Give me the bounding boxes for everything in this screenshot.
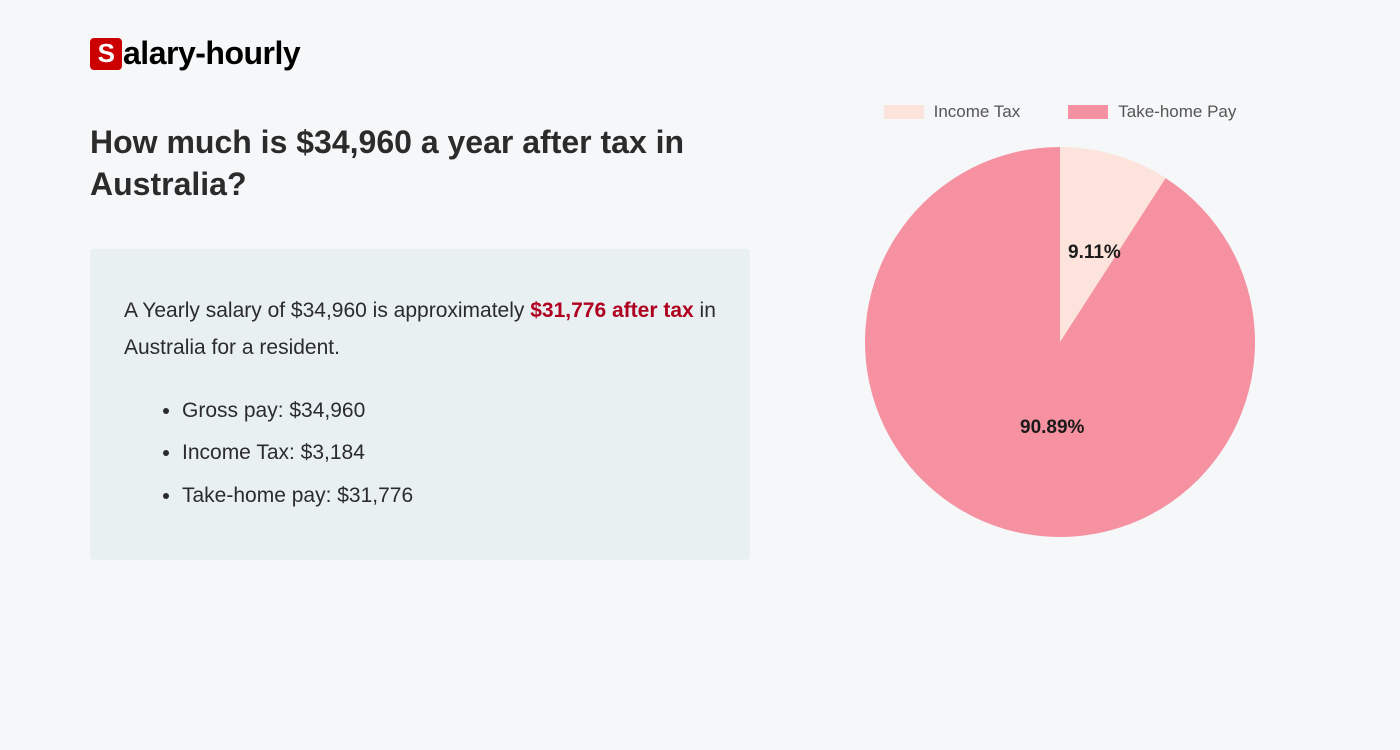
logo-badge: S <box>90 38 122 70</box>
legend-label: Income Tax <box>934 102 1021 122</box>
legend-item-income-tax: Income Tax <box>884 102 1021 122</box>
summary-box: A Yearly salary of $34,960 is approximat… <box>90 249 750 560</box>
summary-prefix: A Yearly salary of $34,960 is approximat… <box>124 299 530 322</box>
logo-text: alary-hourly <box>123 35 300 72</box>
pie-slice-label: 9.11% <box>1068 242 1121 264</box>
pie-slice-label: 90.89% <box>1020 417 1084 439</box>
pie-chart: 9.11% 90.89% <box>860 142 1260 542</box>
chart-legend: Income Tax Take-home Pay <box>884 102 1237 122</box>
summary-text: A Yearly salary of $34,960 is approximat… <box>124 293 716 367</box>
list-item: Take-home pay: $31,776 <box>182 480 716 513</box>
main-content: How much is $34,960 a year after tax in … <box>90 122 1310 560</box>
chart-column: Income Tax Take-home Pay 9.11% 90.89% <box>810 122 1310 560</box>
legend-label: Take-home Pay <box>1118 102 1236 122</box>
list-item: Gross pay: $34,960 <box>182 395 716 428</box>
legend-item-take-home: Take-home Pay <box>1068 102 1236 122</box>
list-item: Income Tax: $3,184 <box>182 437 716 470</box>
left-column: How much is $34,960 a year after tax in … <box>90 122 750 560</box>
site-logo: Salary-hourly <box>90 35 1310 72</box>
pie-svg <box>860 142 1260 542</box>
summary-highlight: $31,776 after tax <box>530 299 693 322</box>
breakdown-list: Gross pay: $34,960 Income Tax: $3,184 Ta… <box>124 395 716 513</box>
page-title: How much is $34,960 a year after tax in … <box>90 122 750 205</box>
legend-swatch <box>884 105 924 119</box>
legend-swatch <box>1068 105 1108 119</box>
